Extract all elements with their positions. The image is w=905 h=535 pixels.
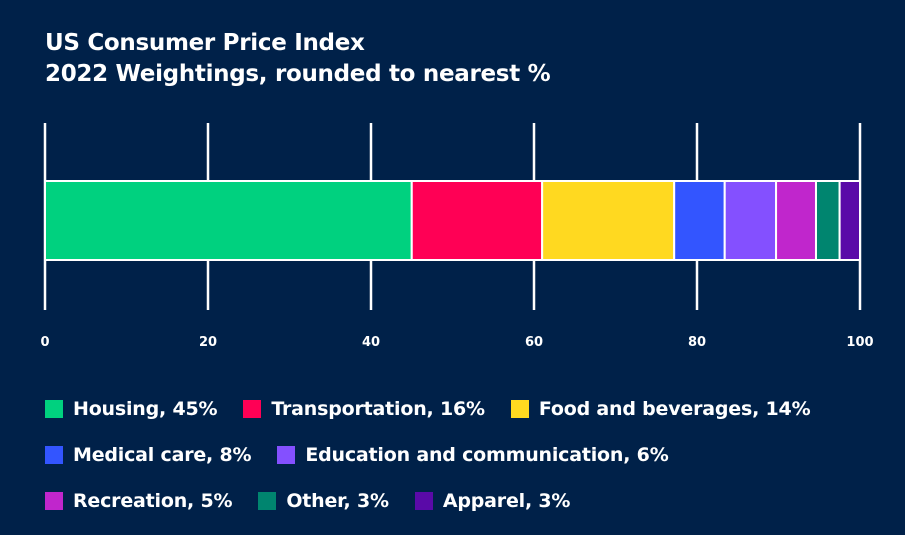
legend-label: Food and beverages, 14% (538, 398, 811, 420)
bar-segment-education-and-communication (723, 180, 778, 261)
legend-label: Apparel, 3% (442, 490, 571, 512)
legend-swatch (45, 446, 63, 464)
legend-swatch (258, 492, 277, 510)
legend-item-other: Other, 3% (258, 490, 389, 512)
bar-segment-other (814, 180, 841, 261)
legend-item-education: Education and communication, 6% (277, 444, 669, 466)
x-tick-label: 80 (688, 335, 706, 350)
legend-label: Transportation, 16% (271, 398, 485, 420)
legend-label: Recreation, 5% (73, 490, 233, 512)
legend-item-medical: Medical care, 8% (45, 444, 252, 466)
stacked-bar-chart: 0 20 40 60 80 100 (40, 123, 874, 350)
legend-swatch (45, 400, 63, 418)
legend-row: Medical care, 8% Education and communica… (45, 432, 885, 478)
legend-label: Medical care, 8% (73, 444, 252, 466)
x-tick-label: 40 (362, 335, 380, 350)
legend-item-apparel: Apparel, 3% (414, 490, 571, 512)
bar-segment-recreation (775, 180, 817, 261)
legend: Housing, 45% Transportation, 16% Food an… (45, 386, 885, 524)
bar-segment-medical-care (673, 180, 726, 261)
x-tick-label: 20 (199, 335, 217, 350)
legend-item-recreation: Recreation, 5% (45, 490, 233, 512)
legend-label: Other, 3% (286, 490, 389, 512)
x-tick-label: 100 (846, 335, 873, 350)
legend-item-housing: Housing, 45% (45, 398, 218, 420)
legend-item-transportation: Transportation, 16% (243, 398, 485, 420)
legend-label: Education and communication, 6% (305, 444, 669, 466)
legend-swatch (414, 492, 433, 510)
chart-subtitle: 2022 Weightings, rounded to nearest % (45, 61, 551, 87)
x-tick-label: 0 (40, 335, 49, 350)
chart-title-block: US Consumer Price Index 2022 Weightings,… (45, 28, 551, 90)
legend-swatch (243, 400, 262, 418)
legend-item-food: Food and beverages, 14% (510, 398, 811, 420)
bar-segment-transportation (410, 180, 544, 261)
x-tick-label: 60 (525, 335, 543, 350)
bar-segment-housing (44, 180, 413, 261)
bar-segment-food-and-beverages (541, 180, 676, 261)
legend-row: Housing, 45% Transportation, 16% Food an… (45, 386, 885, 432)
legend-swatch (45, 492, 63, 510)
chart-title: US Consumer Price Index (45, 30, 365, 56)
legend-row: Recreation, 5% Other, 3% Apparel, 3% (45, 478, 885, 524)
legend-swatch (277, 446, 296, 464)
legend-swatch (510, 400, 529, 418)
legend-label: Housing, 45% (73, 398, 218, 420)
bar-segment-apparel (838, 180, 861, 261)
